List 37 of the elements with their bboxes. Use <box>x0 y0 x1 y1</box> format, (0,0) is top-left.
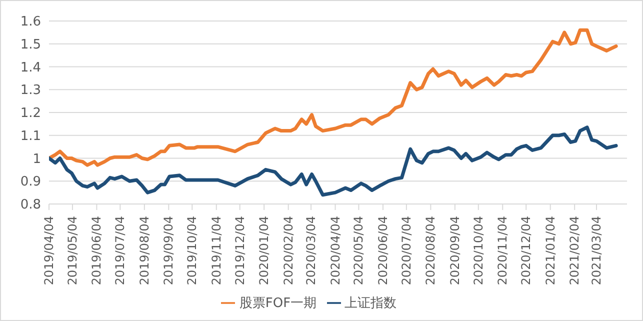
line-series <box>49 126 618 197</box>
x-tick-label: 2020/01/04 <box>257 216 272 286</box>
x-tick-label: 2020/09/04 <box>448 216 462 286</box>
x-tick-label: 2021/03/04 <box>589 216 604 286</box>
x-tick-label: 2020/03/04 <box>304 216 318 286</box>
x-tick-label: 2020/10/04 <box>471 216 486 286</box>
x-tick-label: 2019/12/04 <box>232 216 247 286</box>
y-tick-label: 1.5 <box>20 37 41 52</box>
x-tick-label: 2019/06/04 <box>90 216 104 286</box>
x-tick-label: 2020/07/04 <box>399 216 414 286</box>
x-tick-label: 2020/12/04 <box>519 216 534 286</box>
x-tick-label: 2019/11/04 <box>209 216 224 286</box>
x-tick-label: 2019/07/04 <box>113 216 128 286</box>
line-series <box>49 28 618 167</box>
x-tick-label: 2019/09/04 <box>162 216 176 286</box>
x-tick-label: 2021/02/04 <box>568 216 582 286</box>
y-tick-label: 1.4 <box>20 60 41 76</box>
x-tick-label: 2020/06/04 <box>376 216 390 286</box>
y-tick-label: 1.2 <box>20 106 41 122</box>
x-tick-label: 2020/11/04 <box>496 216 510 286</box>
y-tick-label: 1 <box>32 152 41 167</box>
x-tick-label: 2019/10/04 <box>185 216 200 286</box>
y-tick-label: 0.8 <box>20 198 41 213</box>
x-tick-label: 2020/02/04 <box>281 216 296 286</box>
y-tick-label: 0.9 <box>20 174 41 190</box>
y-tick-label: 1.1 <box>20 128 41 144</box>
x-tick-label: 2021/01/04 <box>543 216 558 286</box>
x-tick-label: 2020/08/04 <box>424 216 438 286</box>
x-tick-label: 2019/04/04 <box>42 216 56 286</box>
legend-label: 上证指数 <box>344 296 397 311</box>
x-tick-label: 2020/04/04 <box>328 216 342 286</box>
x-tick-label: 2019/08/04 <box>137 216 152 286</box>
x-tick-label: 2020/05/04 <box>352 216 366 286</box>
y-tick-label: 1.6 <box>20 14 41 30</box>
y-tick-label: 1.3 <box>20 83 41 98</box>
x-tick-label: 2019/05/04 <box>65 216 80 286</box>
legend-label: 股票FOF一期 <box>239 296 317 311</box>
